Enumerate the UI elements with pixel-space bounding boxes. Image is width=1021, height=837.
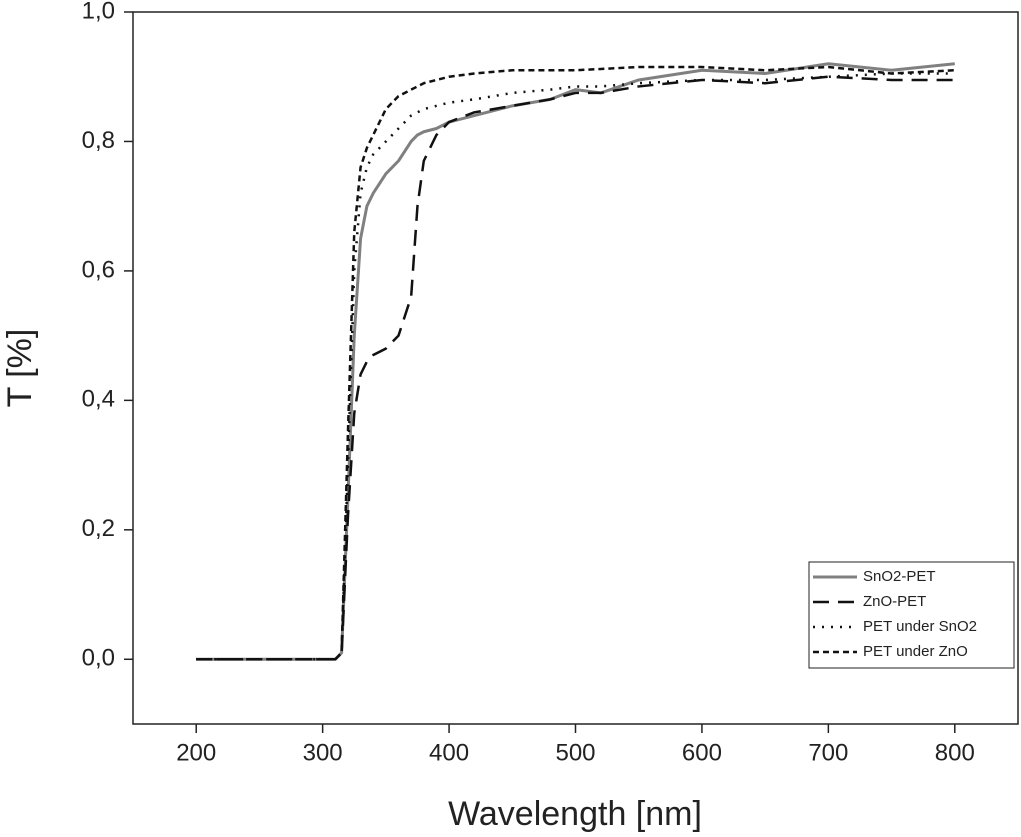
x-tick-label: 700	[808, 739, 848, 766]
legend: SnO2-PET ZnO-PET PET under SnO2 PET under Z…	[808, 561, 1015, 669]
y-tick-label: 0,0	[82, 645, 115, 672]
data-line	[196, 65, 955, 661]
y-tick-label: 0,2	[82, 515, 115, 542]
legend-box	[808, 561, 1015, 669]
x-axis-label: Wavelength [nm]	[448, 795, 702, 833]
x-tick-label: 800	[935, 739, 975, 766]
x-tick-label: 300	[303, 739, 343, 766]
x-tick-label: 400	[429, 739, 469, 766]
legend-label: PET under ZnO	[863, 643, 968, 660]
x-tick-label: 200	[176, 739, 216, 766]
legend-label: ZnO-PET	[863, 593, 926, 610]
y-tick-label: 1,0	[82, 0, 115, 24]
x-tick-label: 500	[555, 739, 595, 766]
y-tick-label: 0,4	[82, 386, 115, 413]
legend-label: SnO2-PET	[863, 568, 936, 585]
legend-label: PET under SnO2	[863, 618, 977, 635]
y-tick-label: 0,8	[82, 127, 115, 154]
y-tick-label: 0,6	[82, 256, 115, 283]
data-line	[196, 75, 955, 661]
y-axis-label: T [%]	[1, 329, 39, 408]
x-tick-label: 600	[682, 739, 722, 766]
